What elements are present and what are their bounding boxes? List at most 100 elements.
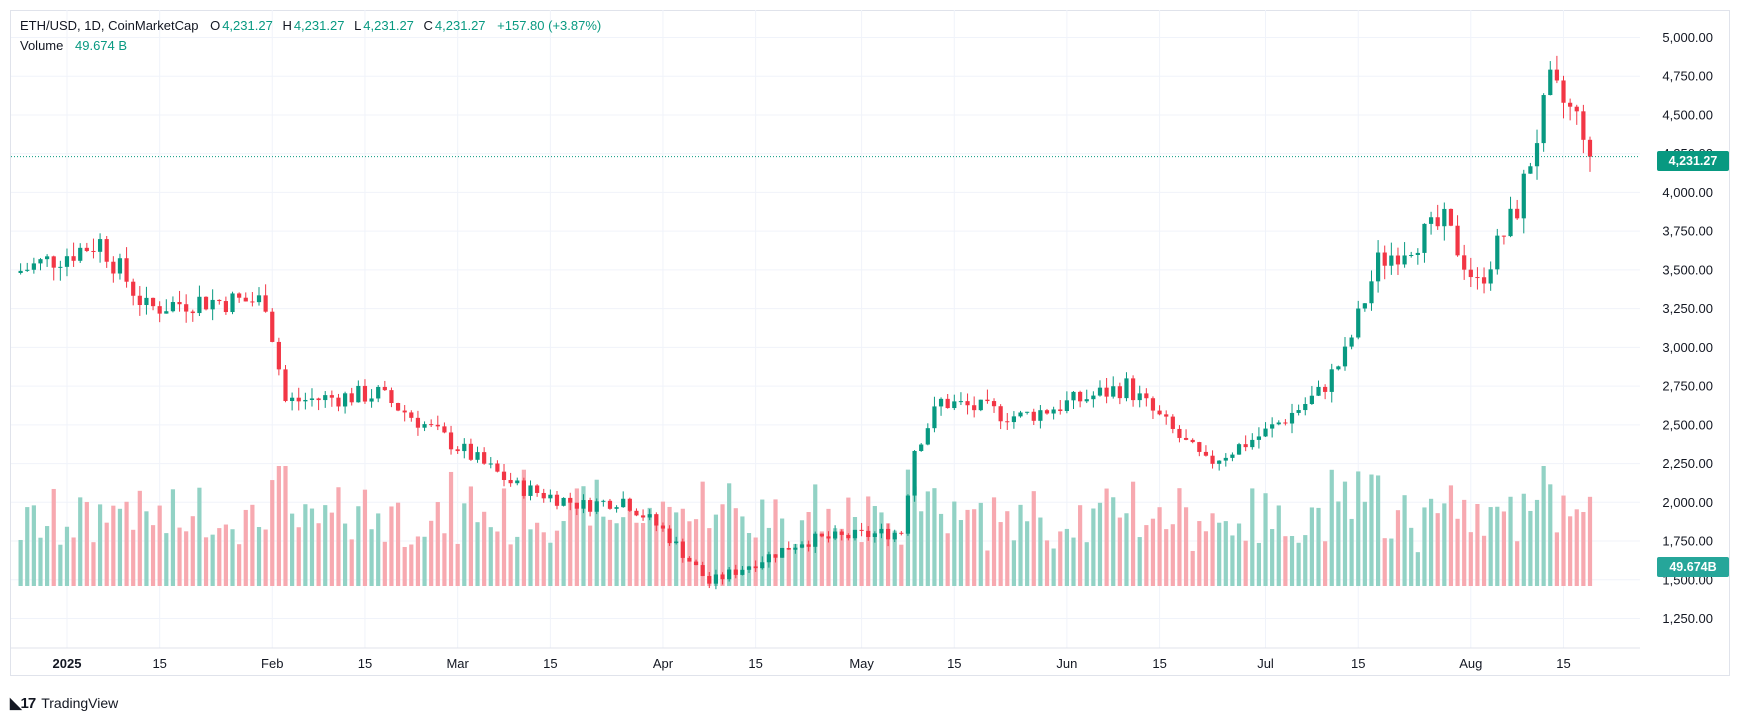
candle-body[interactable] — [31, 263, 36, 270]
candle-body[interactable] — [296, 397, 301, 402]
candle-body[interactable] — [1554, 69, 1559, 81]
candle-body[interactable] — [654, 514, 659, 526]
candle-body[interactable] — [859, 529, 864, 531]
candle-body[interactable] — [1250, 439, 1255, 448]
candle-body[interactable] — [1025, 411, 1030, 413]
candle-body[interactable] — [1376, 252, 1381, 282]
candle-body[interactable] — [415, 417, 421, 428]
candle-body[interactable] — [1071, 391, 1076, 401]
candle-body[interactable] — [819, 533, 824, 537]
candle-body[interactable] — [190, 311, 195, 314]
candle-body[interactable] — [263, 295, 268, 312]
candle-body[interactable] — [766, 554, 771, 563]
candle-body[interactable] — [866, 530, 871, 537]
candle-body[interactable] — [1011, 416, 1016, 423]
candle-body[interactable] — [965, 401, 970, 406]
candle-body[interactable] — [528, 485, 533, 496]
candle-body[interactable] — [621, 498, 626, 508]
candle-body[interactable] — [1197, 442, 1202, 452]
candle-body[interactable] — [395, 403, 401, 411]
candle-body[interactable] — [1157, 410, 1162, 415]
candle-body[interactable] — [45, 256, 50, 260]
candle-body[interactable] — [38, 259, 43, 264]
candle-body[interactable] — [250, 301, 255, 303]
candle-body[interactable] — [402, 410, 407, 413]
candle-body[interactable] — [594, 501, 599, 512]
candle-body[interactable] — [329, 395, 334, 398]
candle-body[interactable] — [409, 412, 414, 418]
candle-body[interactable] — [1005, 421, 1010, 423]
candle-body[interactable] — [1561, 80, 1566, 103]
candle-body[interactable] — [1223, 457, 1228, 461]
candle-body[interactable] — [1415, 252, 1420, 255]
candle-body[interactable] — [323, 395, 328, 401]
candle-body[interactable] — [1283, 422, 1288, 424]
candle-body[interactable] — [727, 569, 732, 580]
candle-body[interactable] — [389, 390, 394, 404]
candle-body[interactable] — [640, 515, 646, 518]
candle-body[interactable] — [1481, 277, 1487, 284]
candle-body[interactable] — [1230, 454, 1235, 458]
candle-body[interactable] — [58, 266, 63, 268]
candle-body[interactable] — [1203, 451, 1209, 456]
candle-body[interactable] — [1276, 422, 1281, 425]
candle-body[interactable] — [1190, 439, 1195, 443]
candle-body[interactable] — [91, 250, 96, 252]
candle-body[interactable] — [376, 386, 381, 399]
candle-body[interactable] — [237, 293, 242, 298]
candle-body[interactable] — [713, 574, 719, 584]
candle-body[interactable] — [1309, 395, 1314, 405]
candle-body[interactable] — [1389, 255, 1394, 266]
candle-body[interactable] — [687, 557, 692, 562]
candle-body[interactable] — [1508, 208, 1513, 237]
candle-body[interactable] — [1428, 217, 1434, 224]
candle-body[interactable] — [568, 497, 573, 503]
candle-body[interactable] — [362, 385, 368, 402]
candle-body[interactable] — [1329, 369, 1334, 392]
candle-body[interactable] — [1422, 223, 1427, 253]
candle-body[interactable] — [349, 393, 354, 403]
candle-body[interactable] — [137, 295, 142, 306]
candle-body[interactable] — [1104, 387, 1109, 397]
candle-body[interactable] — [1435, 217, 1440, 227]
candle-body[interactable] — [581, 500, 586, 509]
candle-body[interactable] — [998, 406, 1003, 422]
candle-body[interactable] — [541, 492, 546, 499]
candle-body[interactable] — [932, 406, 937, 429]
candle-body[interactable] — [276, 341, 281, 370]
candle-body[interactable] — [925, 428, 930, 445]
candle-body[interactable] — [746, 566, 752, 570]
candle-body[interactable] — [131, 281, 136, 296]
candle-body[interactable] — [1183, 437, 1189, 440]
candle-body[interactable] — [1111, 386, 1116, 397]
candle-body[interactable] — [521, 480, 526, 496]
candle-body[interactable] — [1356, 308, 1361, 338]
candle-body[interactable] — [786, 547, 791, 550]
candle-body[interactable] — [369, 398, 374, 402]
candle-body[interactable] — [780, 547, 785, 558]
candle-body[interactable] — [1349, 337, 1354, 347]
candle-body[interactable] — [1442, 208, 1447, 227]
candle-body[interactable] — [1144, 393, 1149, 399]
candle-body[interactable] — [733, 569, 738, 575]
candle-body[interactable] — [879, 528, 884, 534]
candle-body[interactable] — [356, 385, 361, 403]
candle-body[interactable] — [793, 547, 798, 550]
candle-body[interactable] — [607, 500, 613, 509]
candle-body[interactable] — [256, 295, 262, 303]
candle-body[interactable] — [1323, 386, 1328, 392]
candle-body[interactable] — [1395, 255, 1401, 265]
candle-body[interactable] — [448, 432, 454, 450]
candle-body[interactable] — [660, 525, 666, 529]
candle-body[interactable] — [1587, 139, 1593, 157]
candle-body[interactable] — [1515, 208, 1520, 219]
candle-body[interactable] — [912, 450, 917, 496]
candle-body[interactable] — [283, 369, 288, 402]
candle-body[interactable] — [124, 258, 129, 282]
candle-body[interactable] — [919, 444, 924, 451]
candle-body[interactable] — [554, 494, 560, 506]
candle-body[interactable] — [1342, 346, 1348, 367]
candle-body[interactable] — [1051, 409, 1056, 414]
candle-body[interactable] — [111, 261, 116, 274]
candle-body[interactable] — [223, 301, 228, 313]
